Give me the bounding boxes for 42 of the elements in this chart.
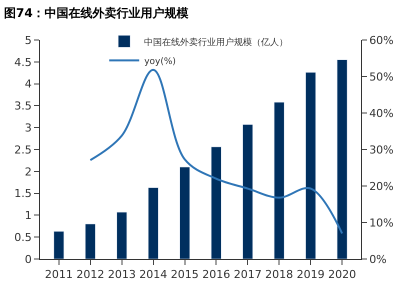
chart-title: 图74：中国在线外卖行业用户规模 [4, 6, 189, 20]
y-tick-label: 2 [24, 165, 32, 178]
x-tick-label: 2015 [170, 268, 199, 282]
y-tick-label: 5 [24, 34, 32, 47]
bar [305, 72, 316, 259]
x-tick-label: 2012 [76, 268, 104, 282]
x-tick-label: 2011 [44, 268, 73, 282]
y2-tick-label: 20% [369, 180, 394, 193]
x-tick-label: 2020 [328, 268, 356, 282]
bar [274, 102, 284, 259]
bar [336, 59, 348, 259]
legend-label: 中国在线外卖行业用户规模（亿人） [144, 36, 288, 48]
x-tick-label: 2016 [202, 268, 230, 282]
y-tick-label: 2.5 [14, 143, 32, 156]
bar [179, 166, 190, 259]
line-series [89, 68, 344, 234]
bar [242, 124, 253, 259]
x-tick-label: 2017 [234, 268, 262, 282]
y2-tick-label: 40% [369, 106, 394, 120]
bar [54, 231, 64, 259]
y2-tick-label: 0% [369, 252, 387, 266]
legend-label: yoy(%) [144, 56, 176, 67]
y-tick-label: 4 [24, 78, 32, 91]
y-tick-label: 1 [24, 209, 32, 222]
y2-tick-label: 50% [369, 70, 394, 84]
y-tick-label: 3 [24, 121, 32, 134]
y-tick-label: 4.5 [14, 56, 32, 69]
x-tick-label: 2019 [296, 268, 325, 282]
bar [148, 187, 159, 259]
y-tick-label: 1.5 [14, 187, 32, 200]
x-tick-label: 2013 [108, 268, 136, 282]
bar [210, 146, 222, 259]
y-tick-label: 0.5 [14, 230, 32, 244]
bar [116, 212, 128, 259]
y-tick-label: 3.5 [14, 100, 32, 113]
x-tick-label: 2018 [265, 268, 294, 282]
y2-tick-label: 10% [369, 216, 394, 230]
bar [85, 224, 96, 259]
y2-tick-label: 60% [369, 34, 394, 47]
x-tick-label: 2014 [139, 268, 168, 282]
y-tick-label: 0 [24, 252, 32, 266]
y2-tick-label: 30% [369, 143, 394, 156]
